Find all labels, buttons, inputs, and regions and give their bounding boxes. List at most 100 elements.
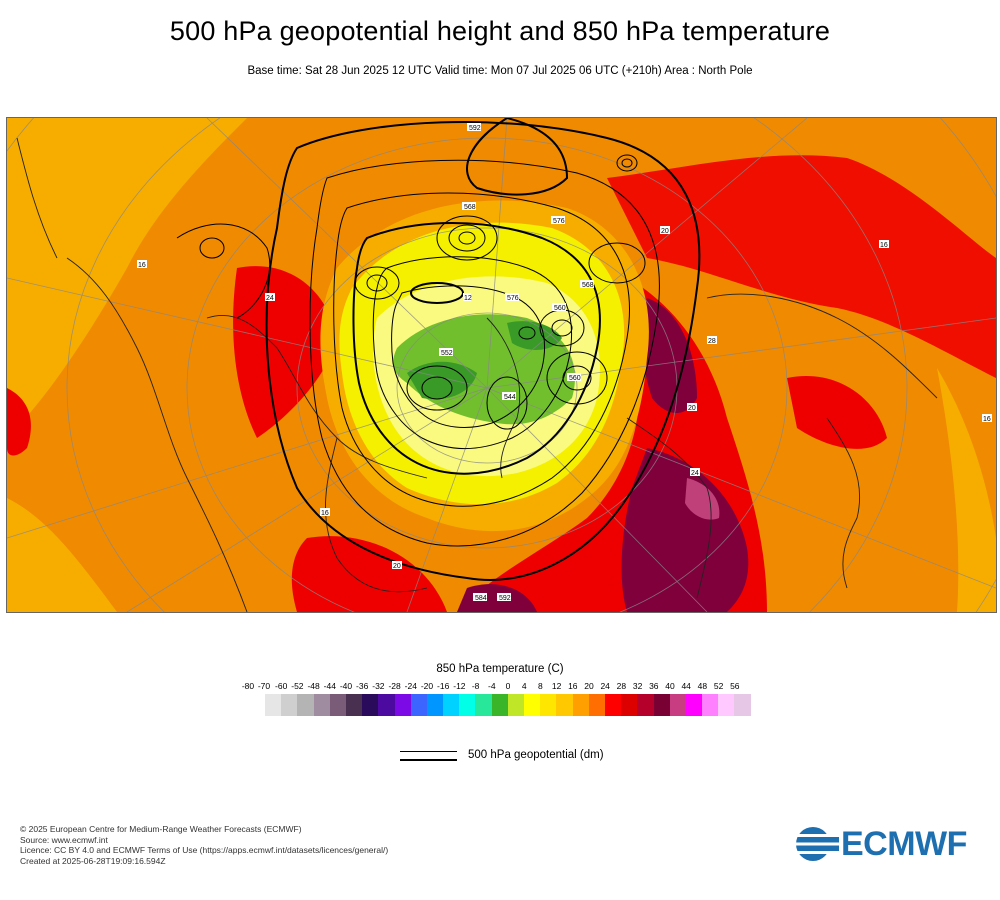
color-scale-cell [702, 694, 719, 716]
color-scale-tick-label: 20 [584, 681, 594, 691]
color-scale-tick-label: 28 [616, 681, 627, 691]
color-scale-tick-label: 16 [568, 681, 578, 691]
color-scale-cell [507, 694, 524, 716]
color-scale-cell [443, 694, 460, 716]
color-scale-cell [734, 694, 751, 716]
contour-label: 16 [138, 262, 146, 269]
color-scale-cell [572, 694, 589, 716]
color-scale-cell [588, 694, 605, 716]
color-scale-cell [637, 694, 654, 716]
color-scale-cell [297, 694, 314, 716]
color-scale-tick-label: -16 [437, 681, 450, 691]
chart-title: 500 hPa geopotential height and 850 hPa … [169, 16, 831, 46]
contour-label: 592 [469, 125, 481, 132]
ecmwf-logo-text: ECMWF [841, 825, 967, 863]
color-scale-tick-label: 40 [665, 681, 675, 691]
dark-green-cold-core [407, 361, 477, 400]
contour-label: 560 [569, 375, 581, 382]
contour-label: 584 [475, 595, 487, 602]
color-scale-cell [329, 694, 346, 716]
contour-label: 20 [688, 405, 696, 412]
contour-label: 28 [708, 338, 716, 345]
color-scale-cell [556, 694, 573, 716]
color-scale-tick-label: -4 [488, 681, 496, 691]
color-scale-tick-label: 52 [713, 681, 724, 691]
geopotential-contours [176, 118, 701, 581]
color-scale-tick-label: -28 [388, 681, 401, 691]
temperature-scale-labels: -80 -70 -60 -52 -48 -44 -40 -36 -32 -28 -24 -20 -16-… [0, 681, 1000, 693]
contour-label: 24 [691, 470, 699, 477]
contour-label: 20 [661, 228, 669, 235]
color-scale-tick-label: -12 [453, 681, 466, 691]
copyright-text: © 2025 European Centre for Medium-Range … [20, 824, 302, 834]
contour-label: 12 [464, 295, 472, 302]
footer-credits: © 2025 European Centre for Medium-Range … [20, 824, 388, 866]
color-scale-tick-label: -8 [471, 681, 480, 691]
contour-label: 576 [507, 295, 519, 302]
geopotential-legend-label: 500 hPa geopotential (dm) [468, 749, 604, 761]
color-scale-cell [313, 694, 330, 716]
red-region-west [233, 266, 337, 438]
color-scale-tick-label: -70 [257, 681, 271, 691]
color-scale-cell [718, 694, 735, 716]
color-scale-cell [685, 694, 703, 716]
light-orange-region-southwest [7, 498, 117, 612]
color-scale-tick-label: -20 [420, 681, 434, 691]
contour-label: 560 [554, 305, 566, 312]
color-scale-tick-label: -24 [404, 681, 417, 691]
created-text: Created at 2025-06-28T19:09:16.594Z [20, 855, 166, 866]
color-scale-cell [410, 694, 427, 716]
source-text: Source: www.ecmwf.int [20, 834, 108, 845]
contour-label: 24 [266, 295, 274, 302]
color-scale-cell [669, 694, 686, 716]
red-region-northeast [607, 155, 996, 378]
red-region-far-west [7, 388, 31, 456]
contour-label: 16 [321, 510, 329, 517]
color-scale-tick-label: 12 [551, 681, 562, 691]
contour-label: 20 [393, 563, 401, 570]
licence-text: Licence: CC BY 4.0 and ECMWF Terms of Us… [20, 845, 389, 855]
coastlines [16, 137, 938, 612]
color-scale-cell [345, 694, 363, 716]
color-scale-cell [426, 694, 444, 716]
red-region-east-patch [787, 376, 887, 449]
color-scale-tick-label: -44 [323, 681, 336, 691]
ecmwf-logo-icon [795, 827, 839, 861]
contour-label: 576 [553, 218, 565, 225]
contour-labels: 592 568 576 568 560 576 552 560 544 584 … [137, 123, 992, 602]
contour-label: 568 [582, 282, 594, 289]
color-scale-tick-label: 8 [538, 681, 543, 691]
color-scale-tick-label: 48 [697, 681, 708, 691]
color-scale-cell [604, 694, 622, 716]
temperature-legend-title: 850 hPa temperature (C) [436, 663, 564, 675]
color-scale-cell [281, 694, 298, 716]
contour-label: 16 [880, 242, 888, 249]
contour-label: 16 [983, 416, 991, 423]
light-orange-region-west [7, 118, 247, 438]
color-scale-tick-label: -36 [356, 681, 369, 691]
contour-label: 592 [499, 595, 511, 602]
weather-map: 592 568 576 568 560 576 552 560 544 584 … [6, 117, 997, 613]
chart-subtitle: Base time: Sat 28 Jun 2025 12 UTC Valid … [247, 65, 753, 77]
contour-label: 544 [504, 394, 516, 401]
color-scale-tick-label: 44 [681, 681, 691, 691]
color-scale-cell [621, 694, 638, 716]
contour-label: 568 [464, 204, 476, 211]
graticule [7, 118, 996, 612]
color-scale-cell [459, 694, 476, 716]
contour-label: 552 [441, 350, 453, 357]
color-scale-tick-label: 36 [649, 681, 659, 691]
color-scale-cell [524, 694, 541, 716]
color-scale-tick-label: 0 [505, 681, 511, 691]
color-scale-cell [265, 694, 282, 716]
color-scale-tick-label: 56 [730, 681, 740, 691]
color-scale-cell [475, 694, 492, 716]
maroon-region-south [621, 448, 749, 612]
color-scale-cell [378, 694, 395, 716]
color-scale-cell [362, 694, 379, 716]
temperature-color-scale [265, 694, 751, 716]
color-scale-tick-label: -80 [241, 681, 255, 691]
color-scale-cell [394, 694, 411, 716]
color-scale-tick-label: -48 [307, 681, 320, 691]
color-scale-tick-label: -40 [339, 681, 353, 691]
